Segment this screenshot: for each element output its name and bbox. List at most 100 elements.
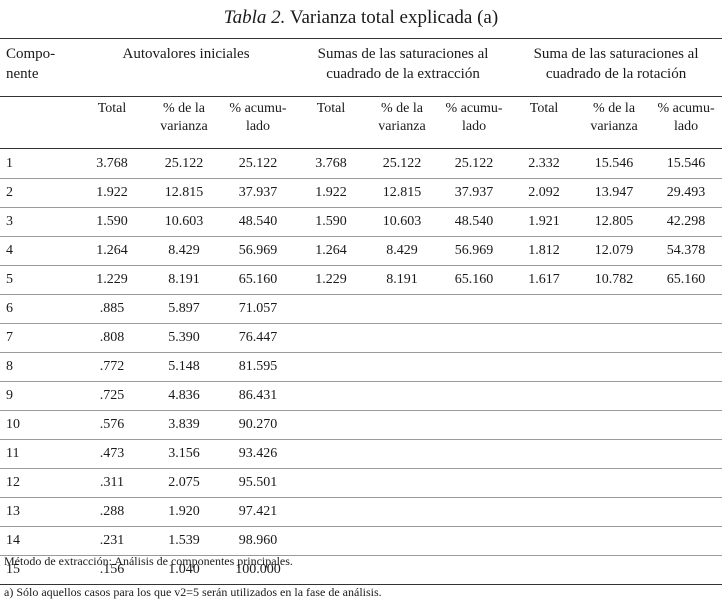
value-cell bbox=[438, 526, 511, 556]
value-cell: 65.160 bbox=[220, 265, 297, 295]
value-cell: 71.057 bbox=[220, 294, 297, 324]
value-cell: 1.922 bbox=[296, 178, 367, 208]
value-cell: 90.270 bbox=[220, 410, 297, 440]
value-cell: .288 bbox=[76, 497, 148, 527]
table-row: 8.772 5.148 81.595 bbox=[0, 352, 722, 382]
value-cell: 48.540 bbox=[220, 207, 297, 237]
value-cell bbox=[296, 497, 367, 527]
value-cell: 29.493 bbox=[650, 178, 722, 208]
table-row: 10.576 3.839 90.270 bbox=[0, 410, 722, 440]
table-row: 7.808 5.390 76.447 bbox=[0, 323, 722, 353]
value-cell bbox=[366, 410, 439, 440]
value-cell: .156 bbox=[76, 555, 148, 585]
component-cell: 5 bbox=[0, 265, 76, 295]
table-row: 15.156 1.040 100.000 bbox=[0, 555, 722, 585]
table-row: 2 1.922 12.815 37.937 1.922 12.815 37.937 2.092… bbox=[0, 178, 722, 208]
subcolumn-header-blank bbox=[0, 96, 76, 149]
value-cell bbox=[510, 555, 579, 585]
value-cell bbox=[650, 497, 722, 527]
value-cell: 1.229 bbox=[76, 265, 148, 295]
value-cell: 1.921 bbox=[510, 207, 579, 237]
component-cell: 4 bbox=[0, 236, 76, 266]
value-cell bbox=[296, 526, 367, 556]
value-cell bbox=[438, 323, 511, 353]
value-cell: 93.426 bbox=[220, 439, 297, 469]
value-cell: 56.969 bbox=[438, 236, 511, 266]
component-header: Compo-nente bbox=[0, 38, 76, 97]
table-title-text: Varianza total explicada (a) bbox=[289, 7, 499, 28]
value-cell: 81.595 bbox=[220, 352, 297, 382]
value-cell: 1.617 bbox=[510, 265, 579, 295]
value-cell bbox=[650, 526, 722, 556]
value-cell: 3.156 bbox=[148, 439, 220, 469]
value-cell bbox=[578, 294, 651, 324]
value-cell: 3.839 bbox=[148, 410, 220, 440]
value-cell: 1.812 bbox=[510, 236, 579, 266]
value-cell: .311 bbox=[76, 468, 148, 498]
value-cell: 100.000 bbox=[220, 555, 297, 585]
value-cell: 65.160 bbox=[438, 265, 511, 295]
value-cell: 2.075 bbox=[148, 468, 220, 498]
note-footnote-a: a) Sólo aquellos casos para los que v2=5… bbox=[4, 585, 382, 599]
subcolumn-header: % de la varianza bbox=[148, 96, 220, 149]
value-cell: 12.815 bbox=[148, 178, 220, 208]
value-cell bbox=[578, 352, 651, 382]
value-cell: 8.191 bbox=[148, 265, 220, 295]
value-cell bbox=[438, 410, 511, 440]
value-cell bbox=[578, 497, 651, 527]
component-cell: 13 bbox=[0, 497, 76, 527]
table-row: 6.885 5.897 71.057 bbox=[0, 294, 722, 324]
value-cell bbox=[366, 323, 439, 353]
value-cell bbox=[578, 468, 651, 498]
value-cell: 10.782 bbox=[578, 265, 651, 295]
value-cell bbox=[510, 323, 579, 353]
value-cell: 48.540 bbox=[438, 207, 511, 237]
table-row: 1 3.768 25.122 25.122 3.768 25.122 25.122 2.332… bbox=[0, 148, 722, 179]
subcolumn-header: Total bbox=[296, 96, 367, 149]
group-header-3: Suma de las saturaciones al cuadrado de l… bbox=[510, 38, 722, 97]
value-cell: 54.378 bbox=[650, 236, 722, 266]
value-cell bbox=[578, 555, 651, 585]
value-cell: 5.148 bbox=[148, 352, 220, 382]
component-cell: 15 bbox=[0, 555, 76, 585]
value-cell bbox=[366, 468, 439, 498]
value-cell bbox=[296, 555, 367, 585]
value-cell bbox=[366, 526, 439, 556]
component-cell: 8 bbox=[0, 352, 76, 382]
value-cell bbox=[296, 323, 367, 353]
table-row: 4 1.264 8.429 56.969 1.264 8.429 56.969 1.812 12… bbox=[0, 236, 722, 266]
value-cell: 1.229 bbox=[296, 265, 367, 295]
value-cell bbox=[366, 294, 439, 324]
value-cell: 76.447 bbox=[220, 323, 297, 353]
subcolumn-header: % de la varianza bbox=[366, 96, 439, 149]
value-cell bbox=[650, 410, 722, 440]
value-cell bbox=[296, 352, 367, 382]
value-cell bbox=[438, 352, 511, 382]
value-cell bbox=[650, 381, 722, 411]
component-cell: 1 bbox=[0, 148, 76, 179]
value-cell bbox=[650, 352, 722, 382]
table-notes: Método de extracción: Análisis de compon… bbox=[4, 553, 382, 615]
value-cell: 98.960 bbox=[220, 526, 297, 556]
group-header-1: Autovalores iniciales bbox=[76, 38, 297, 97]
subcolumn-header: % acumu-lado bbox=[650, 96, 722, 149]
subcolumn-header: Total bbox=[510, 96, 579, 149]
table-title-prefix: Tabla 2. bbox=[223, 7, 286, 28]
value-cell: 1.922 bbox=[76, 178, 148, 208]
value-cell bbox=[578, 410, 651, 440]
value-cell: 15.546 bbox=[578, 148, 651, 179]
value-cell: 5.390 bbox=[148, 323, 220, 353]
value-cell: 25.122 bbox=[438, 148, 511, 179]
value-cell: 25.122 bbox=[366, 148, 439, 179]
subcolumn-header: % acumu-lado bbox=[438, 96, 511, 149]
value-cell: 1.920 bbox=[148, 497, 220, 527]
value-cell: 1.264 bbox=[296, 236, 367, 266]
value-cell bbox=[296, 439, 367, 469]
value-cell: 42.298 bbox=[650, 207, 722, 237]
value-cell bbox=[510, 468, 579, 498]
value-cell: 37.937 bbox=[438, 178, 511, 208]
value-cell: 1.590 bbox=[76, 207, 148, 237]
value-cell: 65.160 bbox=[650, 265, 722, 295]
value-cell bbox=[650, 439, 722, 469]
group-header-2: Sumas de las saturaciones al cuadrado de … bbox=[296, 38, 511, 97]
